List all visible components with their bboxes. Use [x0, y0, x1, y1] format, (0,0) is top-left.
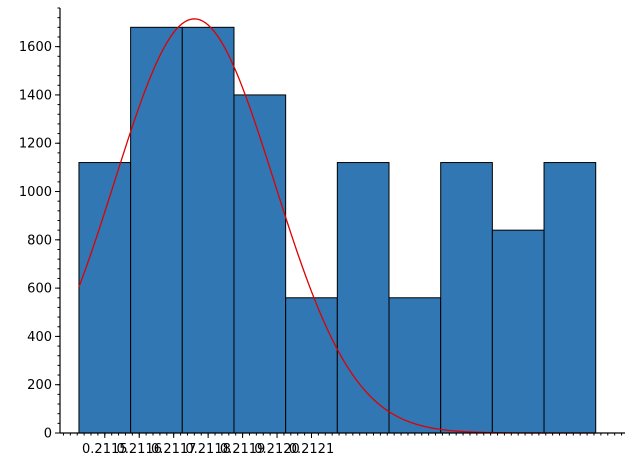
y-tick-label: 1600 [19, 40, 52, 55]
histogram-bar-2 [130, 26, 183, 434]
x-tick-label: 0.2117 [151, 442, 197, 457]
y-tick-label: 600 [27, 282, 52, 297]
x-tick-label: 0.2119 [220, 442, 266, 457]
histogram-bar-3 [181, 26, 235, 434]
histogram-bar-7 [388, 297, 442, 434]
histogram-bar-4 [233, 94, 287, 434]
histogram-bar-8 [440, 162, 493, 434]
histogram-bar-9 [491, 229, 545, 434]
y-tick-label: 1400 [19, 88, 52, 103]
x-axis-ticks: 0.21150.21160.21170.21180.21190.21200.21… [62, 433, 623, 457]
y-tick-label: 0 [44, 427, 52, 442]
y-tick-label: 1200 [19, 137, 52, 152]
y-tick-label: 1000 [19, 185, 52, 200]
x-tick-label: 0.2118 [185, 442, 231, 457]
x-tick-label: 0.2115 [82, 442, 128, 457]
histogram-bars [78, 26, 597, 434]
histogram-bar-10 [543, 162, 597, 434]
x-tick-label: 0.2120 [254, 442, 300, 457]
histogram-bar-5 [285, 297, 338, 434]
y-tick-label: 200 [27, 378, 52, 393]
y-tick-label: 400 [27, 330, 52, 345]
x-tick-label: 0.2116 [116, 442, 162, 457]
y-tick-label: 800 [27, 233, 52, 248]
histogram-bar-6 [336, 162, 390, 434]
histogram-bar-1 [78, 162, 132, 434]
y-axis-ticks: 0 200 400 600 800 1000 1200 1400 1600 [19, 7, 60, 442]
x-tick-label: 0.2121 [289, 442, 335, 457]
